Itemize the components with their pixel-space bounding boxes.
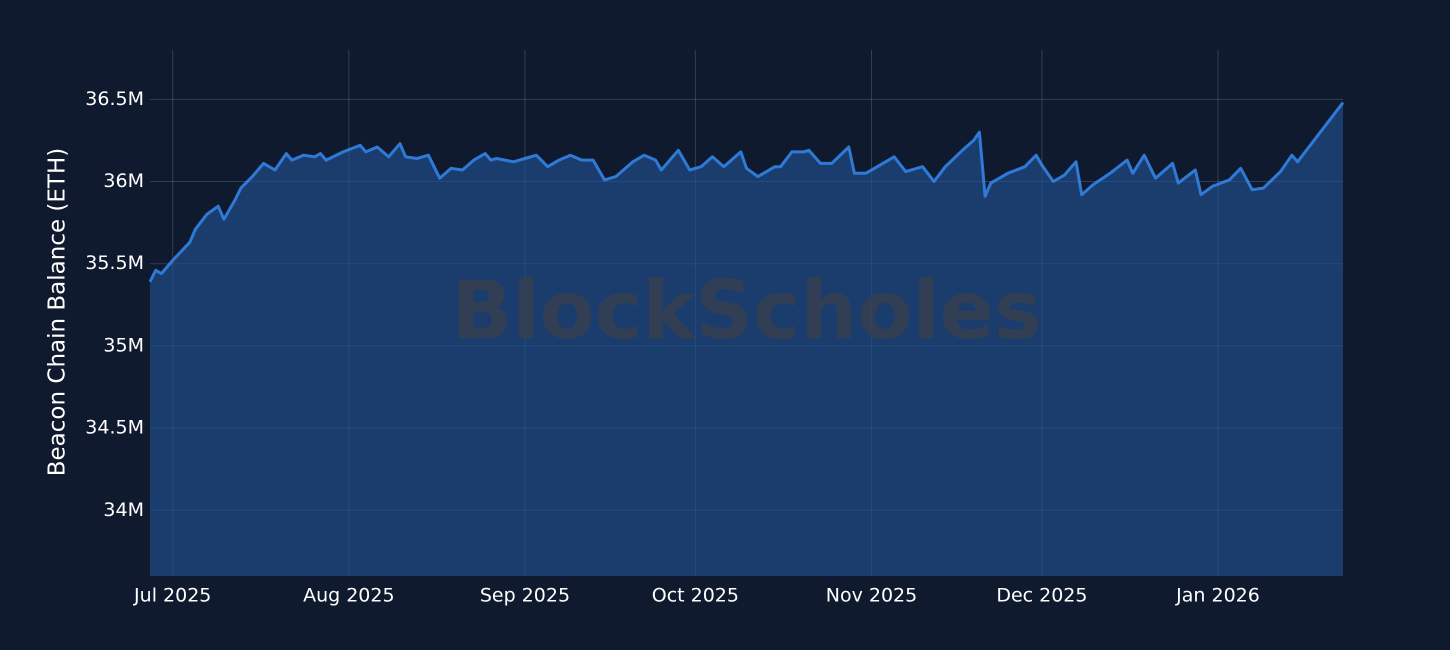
plot-layer <box>148 101 1345 576</box>
x-tick-label: Aug 2025 <box>303 585 395 607</box>
area-fill <box>150 102 1343 576</box>
x-tick-label: Jan 2026 <box>1175 585 1260 607</box>
y-tick-label: 36.5M <box>85 88 144 110</box>
y-tick-label: 35M <box>103 334 144 356</box>
y-tick-label: 34.5M <box>85 417 144 439</box>
y-axis-label: Beacon Chain Balance (ETH) <box>45 148 71 477</box>
x-tick-label: Jul 2025 <box>133 585 211 607</box>
x-tick-label: Nov 2025 <box>826 585 917 607</box>
x-tick-label: Sep 2025 <box>480 585 570 607</box>
x-tick-label: Oct 2025 <box>652 585 739 607</box>
grid-layer <box>150 50 1343 576</box>
line <box>148 101 1345 283</box>
y-tick-label: 34M <box>103 499 144 521</box>
watermark: BlockScholes <box>451 264 1041 357</box>
x-tick-label: Dec 2025 <box>996 585 1087 607</box>
y-tick-label: 35.5M <box>85 252 144 274</box>
y-tick-label: 36M <box>103 170 144 192</box>
